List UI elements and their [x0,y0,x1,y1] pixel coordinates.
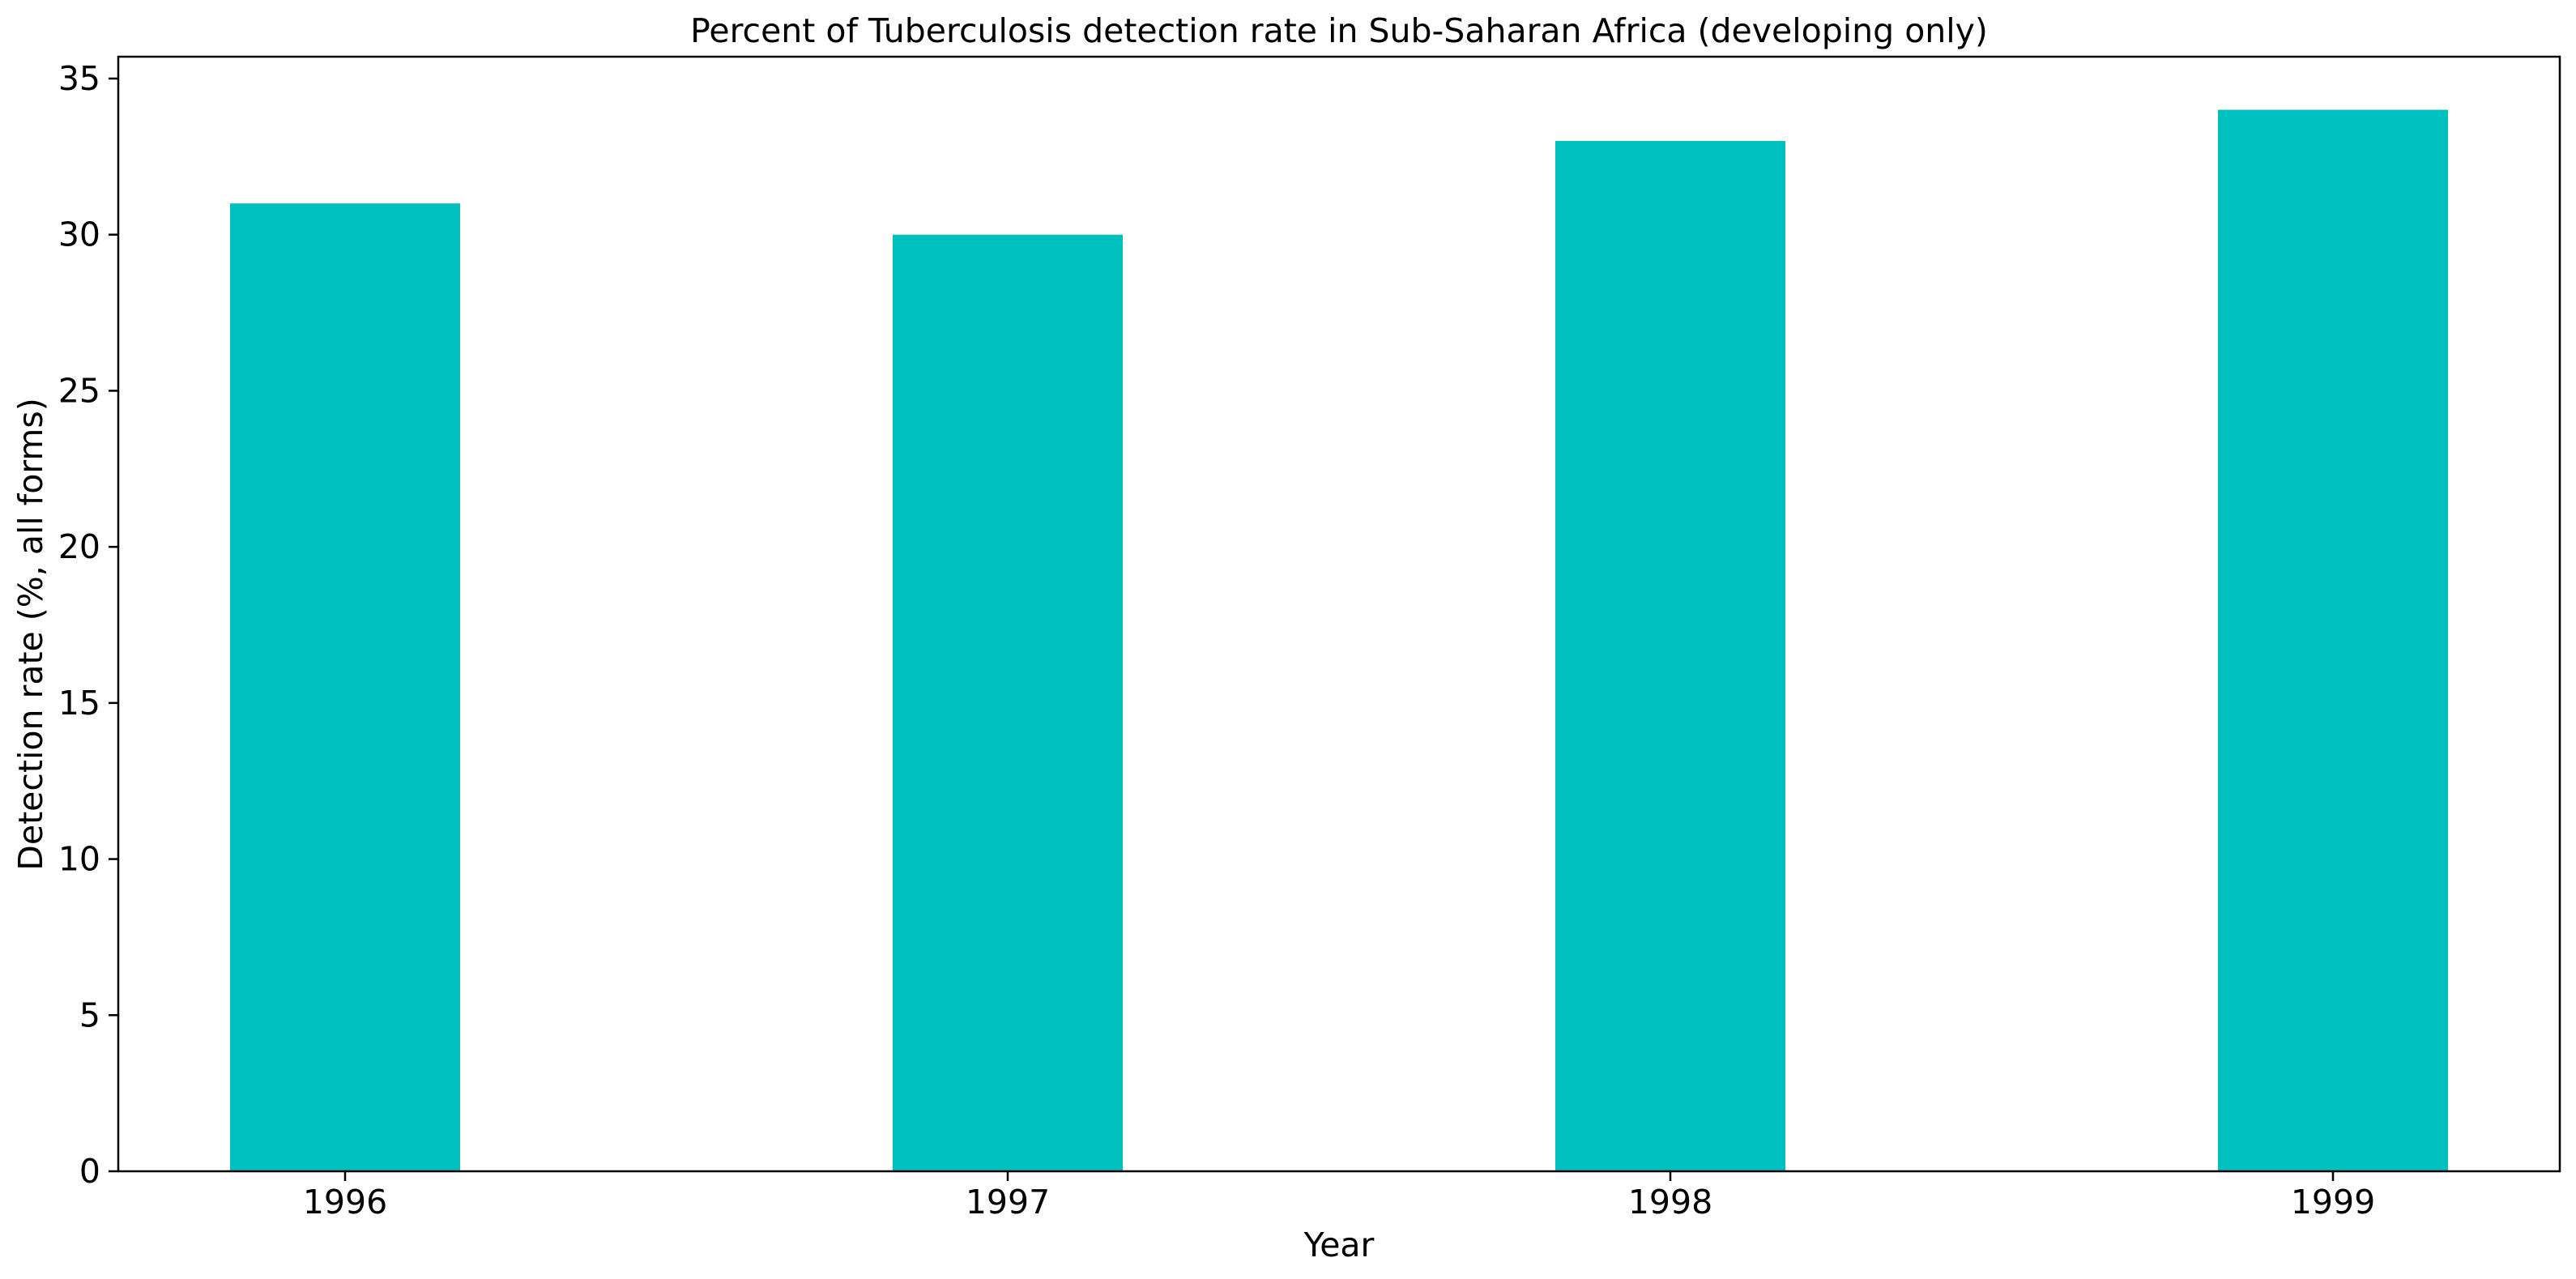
chart-title: Percent of Tuberculosis detection rate i… [690,11,1988,50]
x-axis-label: Year [1303,1226,1375,1264]
x-tick-label: 1998 [1628,1183,1712,1221]
x-tick-label: 1996 [303,1183,387,1221]
x-tick-label: 1999 [2291,1183,2375,1221]
plot-frame [117,55,2561,1173]
bar-1999 [2218,109,2448,1171]
x-axis-ticks: 1996 1997 1998 1999 [303,1171,2375,1221]
y-tick-label: 20 [58,527,100,566]
bar-1998 [1555,141,1785,1171]
y-tick-label: 35 [58,59,100,98]
y-tick-label: 0 [79,1152,100,1191]
x-tick-label: 1997 [966,1183,1050,1221]
y-tick-label: 15 [58,684,100,723]
bar-1997 [893,234,1123,1171]
y-tick-label: 30 [58,215,100,254]
y-tick-label: 25 [58,371,100,410]
bars-group [230,109,2448,1172]
y-tick-label: 10 [58,840,100,879]
y-tick-label: 5 [79,995,100,1034]
y-axis-ticks: 0 5 10 15 20 25 30 35 [58,59,118,1191]
bar-1996 [230,203,460,1172]
y-axis-label: Detection rate (%, all forms) [11,398,50,870]
